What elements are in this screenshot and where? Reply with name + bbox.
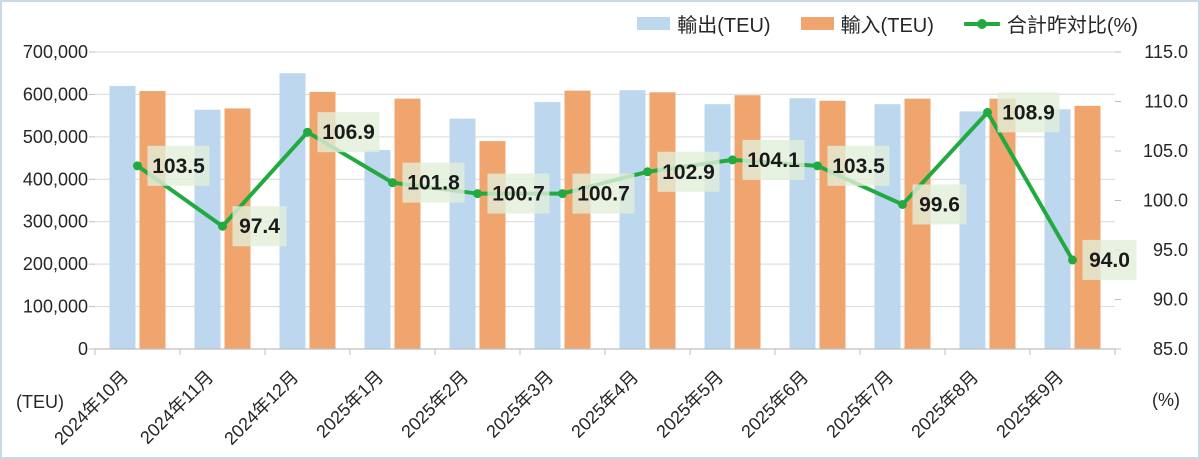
data-label: 104.1 bbox=[747, 149, 800, 172]
x-axis-label: 2025年4月 bbox=[567, 367, 642, 442]
data-label-bg bbox=[147, 145, 210, 186]
data-label-bg bbox=[657, 151, 720, 192]
x-axis-label: 2025年8月 bbox=[907, 367, 982, 442]
chart-legend: 輸出(TEU) 輸入(TEU) 合計昨対比(%) bbox=[637, 9, 1138, 38]
data-label-bg bbox=[1082, 239, 1137, 280]
yoy-dot bbox=[473, 189, 482, 199]
data-label-bg bbox=[997, 92, 1060, 133]
right-axis-label: 110.0 bbox=[1144, 92, 1188, 112]
export-bar bbox=[959, 111, 986, 350]
yoy-dot bbox=[218, 221, 227, 231]
import-bar bbox=[819, 100, 846, 350]
right-axis-label: 115.0 bbox=[1144, 42, 1188, 62]
data-label: 102.9 bbox=[662, 161, 715, 184]
import-series-swatch bbox=[800, 17, 834, 30]
x-axis-label: 2025年1月 bbox=[312, 367, 387, 442]
legend-label-export: 輸出(TEU) bbox=[677, 15, 771, 37]
left-axis-label: 100,000 bbox=[23, 297, 88, 317]
import-bar bbox=[139, 91, 166, 349]
x-axis-label: 2025年6月 bbox=[737, 367, 812, 442]
yoy-dot bbox=[898, 199, 907, 209]
legend-item-yoy: 合計昨対比(%) bbox=[963, 9, 1138, 38]
yoy-dot bbox=[558, 189, 567, 199]
x-axis-label: 2025年5月 bbox=[652, 367, 727, 442]
export-bar bbox=[449, 118, 476, 349]
import-bar bbox=[734, 95, 761, 349]
data-label-bg bbox=[742, 139, 805, 180]
data-label: 94.0 bbox=[1089, 249, 1130, 272]
export-bar bbox=[109, 85, 136, 349]
yoy-dot bbox=[1068, 255, 1077, 265]
data-label-bg bbox=[317, 112, 380, 153]
import-bar bbox=[1074, 105, 1101, 350]
data-label: 108.9 bbox=[1002, 101, 1055, 124]
data-label-bg bbox=[912, 184, 967, 225]
export-bar bbox=[1044, 109, 1071, 350]
data-label: 100.7 bbox=[577, 183, 630, 206]
import-bar bbox=[394, 98, 421, 350]
export-series-swatch bbox=[637, 17, 671, 30]
right-axis-label: 100.0 bbox=[1143, 191, 1188, 211]
import-bar bbox=[564, 90, 591, 350]
export-bar bbox=[194, 109, 221, 350]
right-axis-label: 90.0 bbox=[1153, 290, 1188, 310]
yoy-dot bbox=[133, 161, 142, 171]
data-label: 106.9 bbox=[322, 121, 375, 144]
data-label: 103.5 bbox=[152, 155, 205, 178]
data-label: 100.7 bbox=[492, 183, 545, 206]
data-label-bg bbox=[402, 162, 465, 203]
right-axis-label: 105.0 bbox=[1143, 141, 1188, 161]
export-bar bbox=[789, 98, 816, 349]
data-label-bg bbox=[827, 145, 890, 186]
export-bar bbox=[619, 90, 646, 349]
data-label-bg bbox=[232, 206, 287, 247]
export-bar bbox=[874, 104, 901, 350]
left-axis-label: 500,000 bbox=[23, 127, 88, 147]
data-label: 97.4 bbox=[239, 215, 280, 238]
legend-label-yoy: 合計昨対比(%) bbox=[1006, 15, 1138, 37]
x-axis-label: 2025年9月 bbox=[992, 367, 1067, 442]
import-bar bbox=[649, 92, 676, 350]
left-axis-label: 400,000 bbox=[23, 169, 88, 189]
data-label-bg bbox=[487, 173, 550, 214]
yoy-dot bbox=[643, 167, 652, 177]
x-axis-label: 2024年11月 bbox=[136, 367, 217, 448]
left-axis-label: 200,000 bbox=[23, 254, 88, 274]
x-axis-label: 2025年7月 bbox=[822, 367, 897, 442]
data-label-bg bbox=[572, 173, 635, 214]
legend-item-import: 輸入(TEU) bbox=[800, 9, 934, 38]
x-axis-label: 2024年12月 bbox=[220, 367, 302, 449]
export-bar bbox=[364, 150, 391, 349]
left-axis-label: 0 bbox=[78, 339, 88, 359]
yoy-dot bbox=[728, 155, 737, 165]
yoy-line-marker-icon bbox=[963, 18, 1000, 29]
x-axis-label: 2025年3月 bbox=[482, 367, 557, 442]
yoy-dot bbox=[303, 127, 312, 137]
x-axis-label: 2025年2月 bbox=[397, 367, 472, 442]
yoy-dot bbox=[813, 161, 822, 171]
yoy-dot-icon bbox=[976, 18, 987, 29]
export-bar bbox=[534, 102, 561, 350]
left-axis-unit: (TEU) bbox=[16, 392, 64, 412]
right-axis-unit: (%) bbox=[1152, 390, 1180, 410]
data-label: 103.5 bbox=[832, 155, 885, 178]
export-bar bbox=[704, 104, 731, 350]
left-axis-label: 300,000 bbox=[23, 212, 88, 232]
right-axis-label: 95.0 bbox=[1153, 240, 1188, 260]
left-axis-label: 600,000 bbox=[23, 84, 88, 104]
right-axis-label: 85.0 bbox=[1153, 339, 1188, 359]
yoy-dot bbox=[983, 107, 992, 117]
yoy-dot bbox=[388, 178, 397, 188]
data-label: 99.6 bbox=[919, 193, 960, 216]
legend-item-export: 輸出(TEU) bbox=[637, 9, 771, 38]
import-bar bbox=[479, 141, 506, 349]
legend-label-import: 輸入(TEU) bbox=[840, 15, 934, 37]
left-axis-label: 700,000 bbox=[23, 42, 88, 62]
data-label: 101.8 bbox=[407, 172, 460, 195]
